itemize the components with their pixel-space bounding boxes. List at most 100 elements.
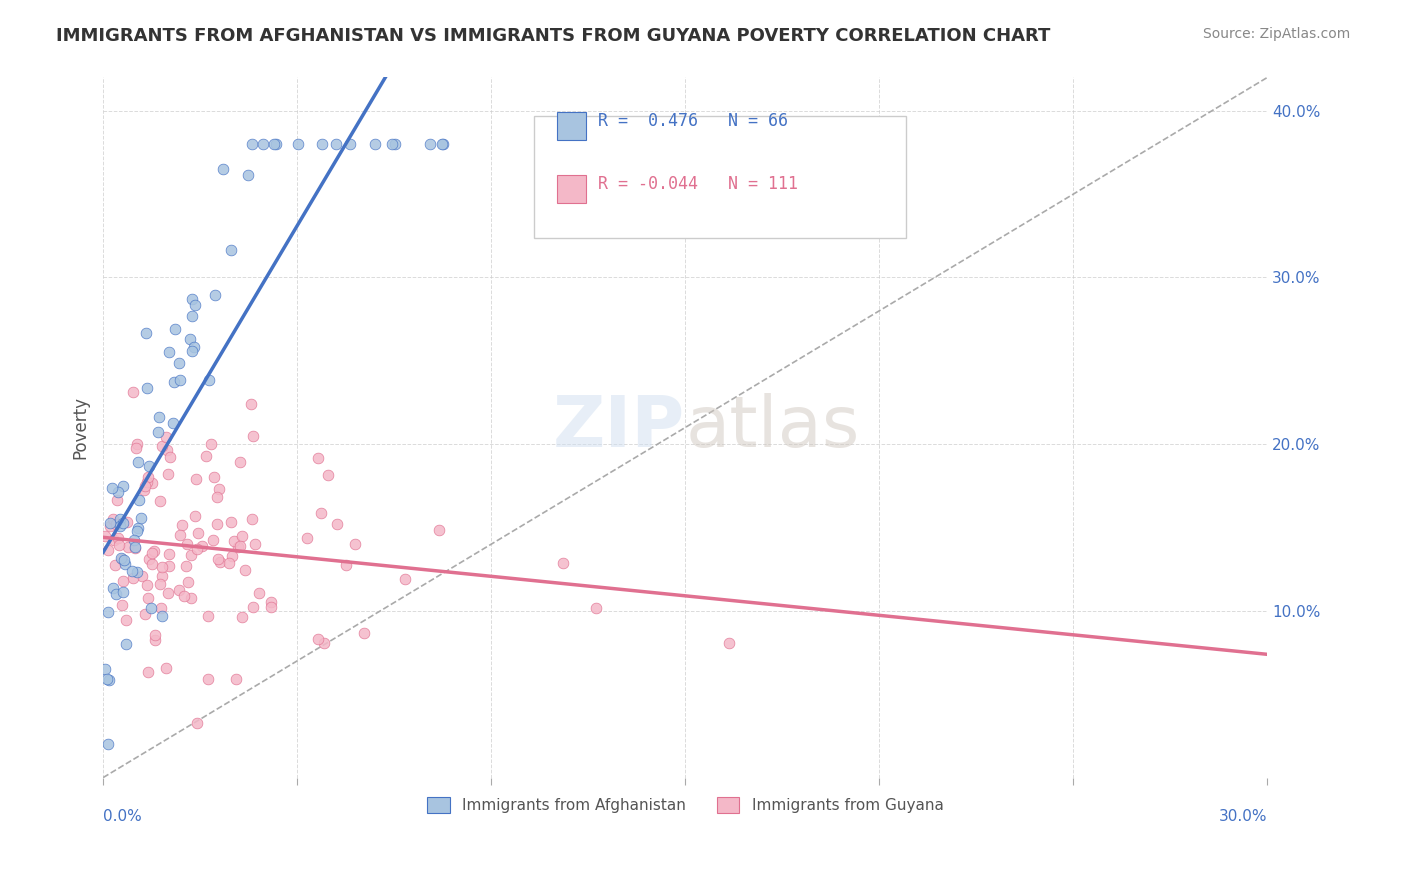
Point — [585, 601, 607, 615]
Point — [112, 574, 135, 588]
Point — [149, 577, 172, 591]
Point — [169, 373, 191, 387]
Point — [307, 451, 329, 466]
Point — [179, 332, 201, 346]
Point — [325, 137, 347, 152]
Point — [138, 591, 160, 605]
Point — [186, 542, 208, 557]
Point — [149, 493, 172, 508]
Point — [159, 344, 181, 359]
Point — [204, 288, 226, 302]
Point — [124, 441, 146, 455]
Point — [344, 536, 367, 550]
Point — [221, 549, 243, 564]
Point — [156, 443, 179, 458]
Point — [243, 537, 266, 551]
Point — [136, 665, 159, 680]
Point — [184, 508, 207, 523]
Point — [108, 538, 131, 552]
Point — [205, 517, 228, 532]
Point — [202, 470, 225, 484]
Point — [252, 137, 274, 152]
Point — [146, 425, 169, 439]
Point — [163, 375, 186, 389]
Point — [112, 553, 135, 567]
Point — [94, 662, 117, 676]
Point — [111, 598, 134, 612]
Point — [183, 340, 205, 354]
Point — [108, 518, 131, 533]
Point — [231, 610, 253, 624]
Point — [150, 560, 173, 574]
Point — [260, 595, 283, 609]
Point — [432, 137, 454, 152]
Point — [105, 517, 128, 532]
Point — [266, 137, 288, 152]
Point — [229, 539, 252, 553]
Point — [311, 506, 333, 520]
Point — [157, 559, 180, 574]
Point — [236, 168, 259, 182]
Point — [128, 492, 150, 507]
Point — [339, 137, 361, 152]
Point — [150, 569, 173, 583]
Point — [127, 521, 149, 535]
Point — [242, 599, 264, 614]
Point — [177, 574, 200, 589]
Point — [97, 605, 120, 619]
Point — [162, 417, 184, 431]
Point — [111, 584, 134, 599]
Point — [156, 467, 179, 482]
Point — [427, 523, 450, 537]
Point — [150, 601, 173, 615]
Text: Source: ZipAtlas.com: Source: ZipAtlas.com — [1202, 27, 1350, 41]
Point — [197, 373, 219, 387]
Point — [326, 517, 349, 532]
Point — [247, 586, 270, 600]
Point — [335, 558, 357, 573]
Point — [159, 450, 181, 464]
Point — [117, 540, 139, 554]
Point — [132, 483, 155, 498]
Point — [180, 344, 202, 359]
Point — [150, 439, 173, 453]
Point — [136, 577, 159, 591]
Text: ZIP: ZIP — [553, 393, 685, 462]
Point — [115, 637, 138, 651]
Point — [157, 548, 180, 562]
Point — [180, 591, 202, 606]
Point — [121, 564, 143, 578]
Point — [553, 556, 575, 570]
Point — [172, 517, 194, 532]
Point — [139, 601, 162, 615]
Point — [135, 326, 157, 340]
Point — [135, 475, 157, 490]
Point — [136, 470, 159, 484]
Point — [218, 556, 240, 570]
Point — [229, 455, 252, 469]
Point — [717, 635, 740, 649]
Point — [138, 551, 160, 566]
Point — [419, 137, 441, 152]
Text: 30.0%: 30.0% — [1219, 809, 1267, 824]
Point — [101, 581, 124, 595]
Point — [233, 563, 256, 577]
Point — [97, 673, 120, 688]
Text: R = -0.044   N = 111: R = -0.044 N = 111 — [598, 176, 799, 194]
Point — [200, 436, 222, 450]
Point — [394, 572, 416, 586]
Point — [207, 490, 229, 504]
Point — [165, 322, 187, 336]
Point — [111, 516, 134, 530]
Point — [155, 430, 177, 444]
Point — [124, 541, 146, 556]
Point — [111, 551, 134, 566]
Point — [122, 533, 145, 548]
Point — [222, 534, 245, 549]
Point — [197, 672, 219, 686]
Point — [259, 599, 281, 614]
Point — [187, 526, 209, 541]
Point — [312, 636, 335, 650]
Point — [141, 476, 163, 491]
Point — [104, 558, 127, 573]
